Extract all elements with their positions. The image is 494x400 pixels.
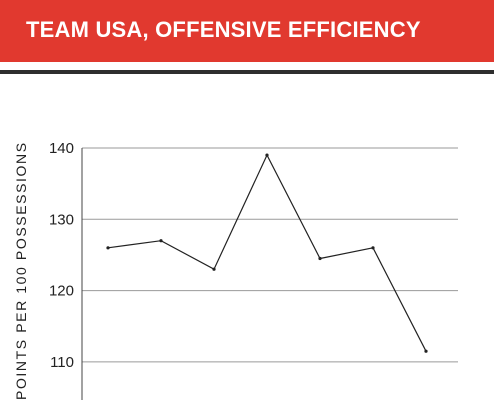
data-point bbox=[424, 349, 428, 353]
gridlines bbox=[82, 147, 458, 363]
title-bar: TEAM USA, OFFENSIVE EFFICIENCY bbox=[0, 0, 494, 62]
y-axis-label: POINTS PER 100 POSSESSIONS bbox=[13, 141, 29, 400]
y-tick-labels: 140 130 120 110 bbox=[49, 140, 74, 371]
data-point bbox=[106, 246, 110, 250]
y-tick-label: 120 bbox=[49, 283, 74, 300]
data-point bbox=[159, 239, 163, 243]
y-tick-label: 130 bbox=[49, 211, 74, 228]
data-point bbox=[318, 256, 322, 261]
data-point bbox=[371, 246, 375, 250]
data-point bbox=[212, 267, 216, 271]
chart-title: TEAM USA, OFFENSIVE EFFICIENCY bbox=[26, 17, 421, 42]
y-tick-label: 110 bbox=[50, 354, 74, 371]
title-divider bbox=[0, 70, 494, 74]
data-point bbox=[265, 153, 269, 157]
series-path bbox=[107, 153, 427, 352]
y-tick-label: 140 bbox=[49, 140, 74, 157]
series-line bbox=[106, 153, 428, 353]
